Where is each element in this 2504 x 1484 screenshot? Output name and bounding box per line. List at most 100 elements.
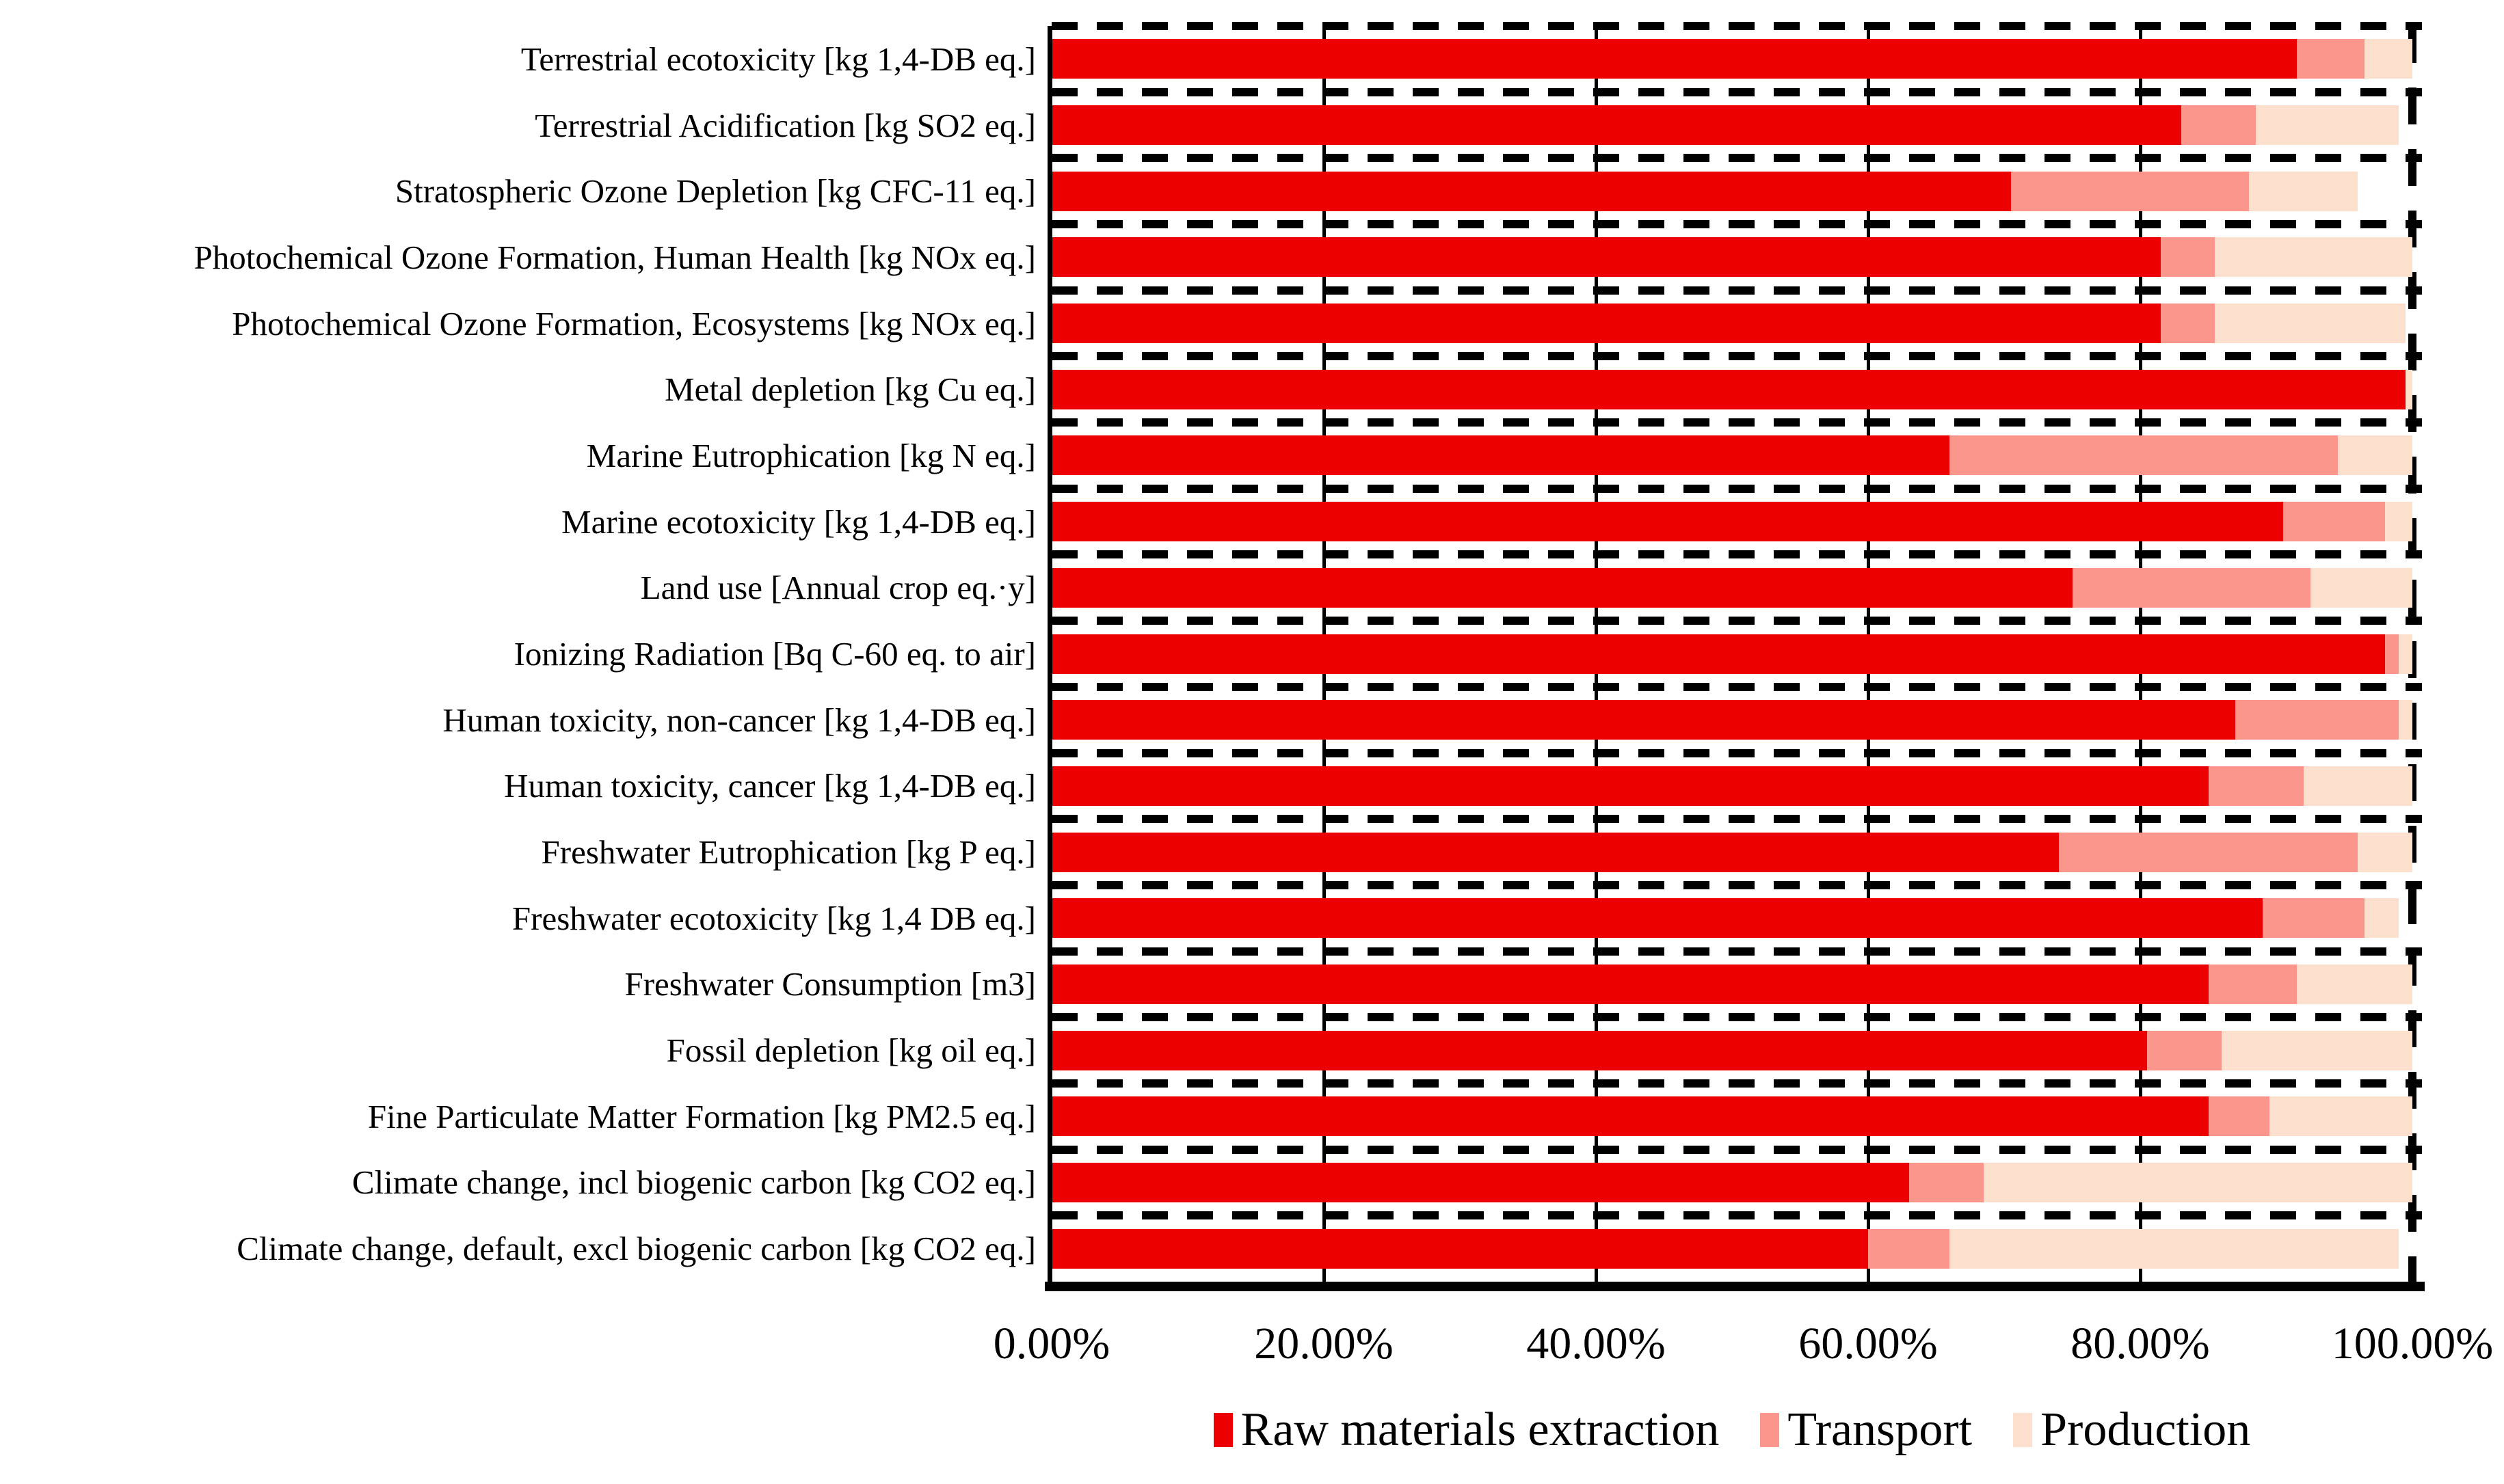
bar-row (1052, 502, 2412, 542)
bar-segment-raw-materials-extraction (1052, 502, 2283, 542)
row-separator-dashed (1052, 154, 2422, 163)
bar-segment-raw-materials-extraction (1052, 435, 1950, 476)
bar-segment-production (2399, 634, 2412, 674)
category-label: Freshwater ecotoxicity [kg 1,4 DB eq.] (511, 899, 1036, 937)
legend-item: Transport (1760, 1403, 1972, 1457)
row-separator-dashed (1052, 87, 2422, 96)
category-label: Photochemical Ozone Formation, Ecosystem… (232, 304, 1036, 342)
bar-row (1052, 1162, 2412, 1202)
x-tick-label: 60.00% (1798, 1319, 1938, 1368)
bar-segment-raw-materials-extraction (1052, 1030, 2147, 1070)
category-label: Climate change, default, excl biogenic c… (237, 1230, 1036, 1268)
bar-row (1052, 567, 2412, 608)
x-tick-label: 80.00% (2070, 1319, 2210, 1368)
category-label: Fossil depletion [kg oil eq.] (666, 1031, 1036, 1070)
bar-segment-transport (2146, 1030, 2222, 1070)
category-label: Climate change, incl biogenic carbon [kg… (351, 1163, 1036, 1202)
bar-segment-transport (1868, 1228, 1950, 1269)
row-separator-dashed (1052, 352, 2422, 361)
bar-segment-production (2215, 237, 2412, 278)
bar-segment-raw-materials-extraction (1052, 766, 2209, 806)
row-separator-dashed (1052, 617, 2422, 625)
x-tick-label: 100.00% (2331, 1319, 2494, 1368)
bar-row (1052, 964, 2412, 1004)
bar-segment-production (2358, 832, 2412, 872)
bar-row (1052, 369, 2412, 409)
bar-segment-production (2256, 105, 2399, 146)
bar-segment-production (2337, 435, 2412, 476)
category-label: Human toxicity, cancer [kg 1,4-DB eq.] (504, 767, 1036, 805)
y-axis-line (1048, 26, 1052, 1289)
category-label: Freshwater Eutrophication [kg P eq.] (541, 833, 1036, 872)
row-separator-dashed (1052, 220, 2422, 229)
bar-segment-raw-materials-extraction (1052, 237, 2161, 278)
bar-segment-production (2296, 964, 2412, 1004)
bar-segment-production (1949, 1228, 2399, 1269)
legend-swatch-production (2013, 1413, 2033, 1447)
row-separator-dashed (1052, 947, 2422, 956)
row-separator-dashed (1052, 1145, 2422, 1154)
category-label: Metal depletion [kg Cu eq.] (665, 370, 1036, 409)
bar-segment-transport (2208, 1096, 2270, 1137)
bar-segment-raw-materials-extraction (1052, 105, 2181, 146)
x-tick-label: 0.00% (993, 1319, 1110, 1368)
bar-segment-transport (2181, 105, 2256, 146)
legend: Raw materials extraction Transport Product… (1052, 1403, 2412, 1457)
legend-item: Production (2013, 1403, 2250, 1457)
bar-segment-transport (2010, 171, 2250, 211)
bar-row (1052, 898, 2412, 939)
category-label: Terrestrial ecotoxicity [kg 1,4-DB eq.] (520, 40, 1036, 78)
bar-segment-transport (2160, 303, 2215, 344)
bar-segment-raw-materials-extraction (1052, 832, 2059, 872)
legend-item: Raw materials extraction (1213, 1403, 1720, 1457)
row-separator-dashed (1052, 1079, 2422, 1088)
bar-row (1052, 1030, 2412, 1070)
category-label: Fine Particulate Matter Formation [kg PM… (367, 1097, 1036, 1135)
row-separator-dashed (1052, 550, 2422, 559)
bar-segment-production (1984, 1162, 2412, 1202)
bar-row (1052, 832, 2412, 872)
bar-segment-transport (2058, 832, 2358, 872)
bar-row (1052, 1228, 2412, 1269)
bar-segment-transport (2072, 567, 2310, 608)
bar-segment-raw-materials-extraction (1052, 634, 2386, 674)
bar-row (1052, 435, 2412, 476)
bar-segment-transport (2235, 700, 2399, 740)
bar-row (1052, 1096, 2412, 1137)
bar-segment-production (2406, 369, 2412, 409)
bar-segment-transport (2208, 766, 2304, 806)
bar-segment-production (2269, 1096, 2412, 1137)
category-label: Ionizing Radiation [Bq C-60 eq. to air] (514, 634, 1036, 673)
bar-row (1052, 303, 2412, 344)
bar-segment-production (2399, 700, 2412, 740)
category-label: Photochemical Ozone Formation, Human Hea… (194, 238, 1036, 276)
bar-row (1052, 39, 2412, 79)
row-separator-dashed (1052, 418, 2422, 427)
row-separator-dashed (1052, 748, 2422, 757)
bar-segment-raw-materials-extraction (1052, 1228, 1868, 1269)
row-separator-dashed (1052, 484, 2422, 493)
bar-segment-raw-materials-extraction (1052, 700, 2236, 740)
bar-segment-transport (2160, 237, 2215, 278)
bar-segment-raw-materials-extraction (1052, 39, 2297, 79)
legend-label: Transport (1787, 1403, 1973, 1456)
legend-label: Raw materials extraction (1240, 1403, 1720, 1456)
bar-segment-production (2303, 766, 2412, 806)
bar-segment-transport (1949, 435, 2338, 476)
bar-segment-raw-materials-extraction (1052, 171, 2011, 211)
bar-segment-transport (2208, 964, 2297, 1004)
bar-segment-raw-materials-extraction (1052, 964, 2209, 1004)
category-label: Human toxicity, non-cancer [kg 1,4-DB eq… (442, 701, 1036, 739)
category-label: Stratospheric Ozone Depletion [kg CFC-11… (395, 172, 1036, 211)
bar-segment-raw-materials-extraction (1052, 369, 2406, 409)
legend-label: Production (2040, 1403, 2251, 1456)
bar-segment-production (2365, 39, 2412, 79)
bar-row (1052, 700, 2412, 740)
category-label: Freshwater Consumption [m3] (624, 965, 1036, 1003)
bar-segment-production (2365, 898, 2399, 939)
category-label: Land use [Annual crop eq.·y] (640, 569, 1036, 607)
row-separator-dashed (1052, 815, 2422, 824)
